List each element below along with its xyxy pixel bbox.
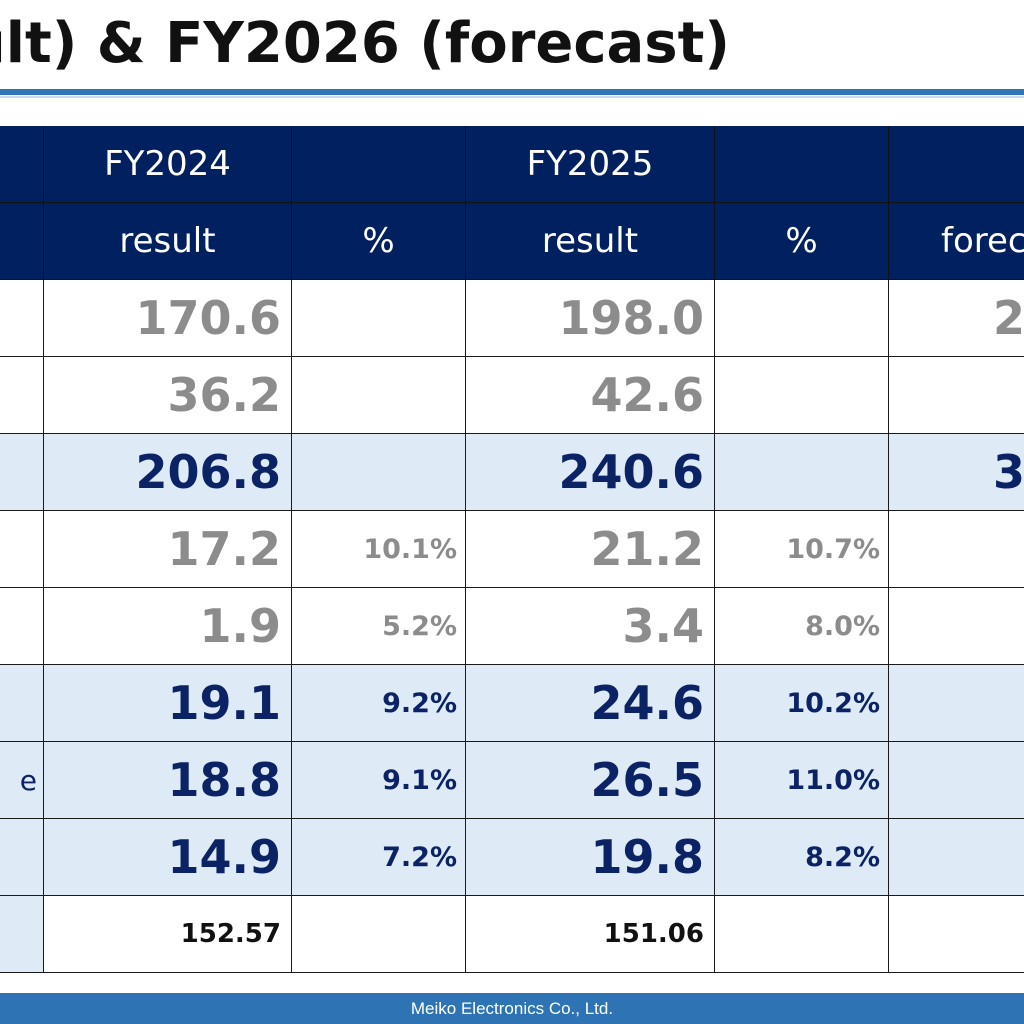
fy2024-percent-cell: 9.1%: [292, 742, 466, 819]
title-underline: [0, 89, 1024, 95]
title-underline-shadow: [0, 96, 1024, 98]
fy2026-forecast-cell: 2: [889, 280, 1024, 357]
fy2025-percent-cell: [715, 280, 889, 357]
fy2025-percent-cell: [715, 357, 889, 434]
fy2024-result-cell: 206.8: [44, 434, 292, 511]
fy2026-forecast-cell: [889, 665, 1024, 742]
table-row: 19.1 9.2% 24.6 10.2%: [0, 665, 1024, 742]
table-row: 152.57 151.06: [0, 896, 1024, 973]
fy2026-forecast-cell: [889, 357, 1024, 434]
fy2024-percent-cell: 7.2%: [292, 819, 466, 896]
fy2025-result-cell: 240.6: [466, 434, 715, 511]
fy2024-percent-cell: 9.2%: [292, 665, 466, 742]
fy2025-percent-cell: [715, 896, 889, 973]
fy2025-result-cell: 42.6: [466, 357, 715, 434]
table-row: 17.2 10.1% 21.2 10.7%: [0, 511, 1024, 588]
fy2025-percent-cell: 8.2%: [715, 819, 889, 896]
header-cell: FY2024: [44, 126, 292, 203]
header-cell: [889, 126, 1024, 203]
header-cell: %: [292, 203, 466, 280]
fy2024-result-cell: 18.8: [44, 742, 292, 819]
header-cell: [715, 126, 889, 203]
fy2024-result-cell: 36.2: [44, 357, 292, 434]
fy2024-percent-cell: 5.2%: [292, 588, 466, 665]
header-cell: FY2025: [466, 126, 715, 203]
fy2025-result-cell: 151.06: [466, 896, 715, 973]
footer-company: Meiko Electronics Co., Ltd.: [410, 999, 614, 1018]
fy2025-result-cell: 26.5: [466, 742, 715, 819]
financial-table: FY2024 FY2025 result% result% forec 170.6 198.…: [0, 126, 1024, 974]
header-cell: forec: [889, 203, 1024, 280]
header-cell: %: [715, 203, 889, 280]
table-row: 170.6 198.0 2: [0, 280, 1024, 357]
table-row: 14.9 7.2% 19.8 8.2%: [0, 819, 1024, 896]
row-label: [0, 280, 44, 357]
slide-title-bar: esult) & FY2026 (forecast): [0, 0, 1024, 92]
fy2025-percent-cell: [715, 434, 889, 511]
fy2026-forecast-cell: 3: [889, 434, 1024, 511]
fy2026-forecast-cell: [889, 896, 1024, 973]
table-row: e 18.8 9.1% 26.5 11.0%: [0, 742, 1024, 819]
header-cell: [0, 126, 44, 203]
fy2024-result-cell: 17.2: [44, 511, 292, 588]
row-label: [0, 511, 44, 588]
fy2026-forecast-cell: [889, 819, 1024, 896]
fy2025-result-cell: 198.0: [466, 280, 715, 357]
row-label: [0, 357, 44, 434]
fy2024-result-cell: 19.1: [44, 665, 292, 742]
header-row2: result% result% forec: [0, 203, 1024, 280]
table-row: 1.9 5.2% 3.4 8.0%: [0, 588, 1024, 665]
row-label: [0, 819, 44, 896]
row-label: [0, 588, 44, 665]
fy2024-percent-cell: [292, 434, 466, 511]
footer-bar: Meiko Electronics Co., Ltd.: [0, 993, 1024, 1024]
fy2025-result-cell: 3.4: [466, 588, 715, 665]
table-row: 206.8 240.6 3: [0, 434, 1024, 511]
fy2024-result-cell: 170.6: [44, 280, 292, 357]
fy2024-percent-cell: [292, 896, 466, 973]
fy2024-result-cell: 14.9: [44, 819, 292, 896]
fy2025-result-cell: 21.2: [466, 511, 715, 588]
slide-title: esult) & FY2026 (forecast): [0, 11, 730, 76]
fy2025-percent-cell: 10.2%: [715, 665, 889, 742]
header-row1: FY2024 FY2025: [0, 126, 1024, 203]
fy2025-result-cell: 24.6: [466, 665, 715, 742]
row-label: [0, 434, 44, 511]
fy2025-percent-cell: 11.0%: [715, 742, 889, 819]
fy2025-percent-cell: 8.0%: [715, 588, 889, 665]
fy2024-percent-cell: [292, 357, 466, 434]
fy2024-result-cell: 1.9: [44, 588, 292, 665]
row-label: [0, 665, 44, 742]
row-label: [0, 896, 44, 973]
fy2026-forecast-cell: [889, 588, 1024, 665]
fy2026-forecast-cell: [889, 511, 1024, 588]
header-cell: [292, 126, 466, 203]
fy2024-percent-cell: [292, 280, 466, 357]
fy2024-result-cell: 152.57: [44, 896, 292, 973]
header-cell: result: [466, 203, 715, 280]
header-cell: result: [44, 203, 292, 280]
fy2025-percent-cell: 10.7%: [715, 511, 889, 588]
fy2026-forecast-cell: [889, 742, 1024, 819]
fy2024-percent-cell: 10.1%: [292, 511, 466, 588]
table-row: 36.2 42.6: [0, 357, 1024, 434]
row-label: e: [0, 742, 44, 819]
fy2025-result-cell: 19.8: [466, 819, 715, 896]
header-cell: [0, 203, 44, 280]
